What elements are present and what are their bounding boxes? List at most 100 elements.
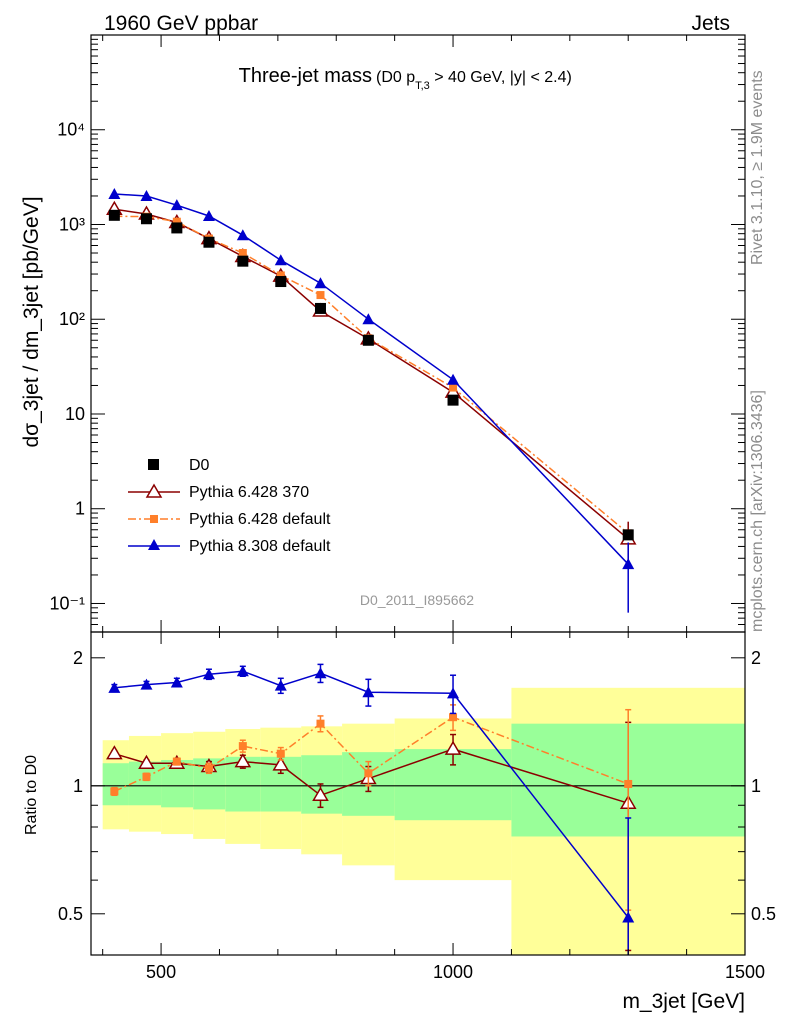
- x-tick-label-0: 500: [146, 962, 176, 982]
- main-y-tick-label-1: 1: [75, 499, 85, 519]
- ratio-point-pythia-8-308-default-8: [447, 687, 460, 699]
- main-point-d0-3: [203, 236, 215, 248]
- x-tick-label-2: 1500: [725, 962, 765, 982]
- ratio-point-pythia-6-428-370-6: [312, 786, 329, 802]
- legend-item-py8-default: Pythia 8.308 default: [128, 538, 331, 555]
- ratio-point-pythia-6-428-default-5: [276, 749, 285, 758]
- ratio-y-tick-label-right-1: 1: [751, 776, 761, 796]
- ratio-band-inner-0: [102, 763, 129, 806]
- main-point-pythia-8-308-default-1: [140, 189, 153, 201]
- ratio-point-pythia-6-428-default-7: [364, 769, 373, 778]
- main-point-pythia-6-428-default-6: [316, 291, 325, 300]
- legend: D0 Pythia 6.428 370 Pythia 6.428 default…: [128, 457, 331, 555]
- ratio-y-tick-label-left-0: 0.5: [58, 904, 83, 924]
- ratio-point-pythia-8-308-default-5: [274, 679, 287, 691]
- main-point-pythia-8-308-default-3: [202, 209, 215, 221]
- legend-marker-py8-default: [148, 539, 160, 550]
- main-point-d0-2: [171, 222, 183, 234]
- ratio-point-pythia-6-428-370-1: [138, 754, 155, 769]
- ratio-point-pythia-8-308-default-4: [236, 665, 249, 677]
- main-y-tick-label-2: 10: [65, 404, 85, 424]
- main-point-d0-8: [447, 394, 459, 406]
- main-point-pythia-6-428-default-2: [172, 217, 181, 226]
- ratio-point-pythia-8-308-default-1: [140, 678, 153, 690]
- main-point-pythia-8-308-default-5: [274, 254, 287, 266]
- ratio-point-pythia-6-428-370-8: [444, 740, 462, 755]
- main-line-pythia-6-428-default: [114, 215, 629, 534]
- legend-label-py8-default: Pythia 8.308 default: [189, 538, 331, 555]
- ratio-line-pythia-6-428-default: [114, 716, 629, 793]
- ratio-y-tick-label-left-1: 1: [73, 776, 83, 796]
- ratio-frame: [90, 631, 746, 956]
- legend-marker-py6-370: [145, 483, 163, 498]
- legend-marker-py6-default: [150, 515, 158, 523]
- legend-item-d0: D0: [148, 457, 210, 474]
- main-y-tick-label-5: 10⁴: [57, 120, 85, 140]
- main-y-tick-label-0: 10⁻¹: [49, 593, 85, 613]
- chart-title: Three-jet mass (D0 pT,3 > 40 GeV, |y| < …: [239, 65, 572, 92]
- x-axis-label: m_3jet [GeV]: [622, 990, 745, 1013]
- ratio-line-pythia-8-308-default: [114, 670, 629, 918]
- ratio-y-tick-label-left-2: 2: [73, 648, 83, 668]
- ratio-point-pythia-8-308-default-3: [202, 668, 215, 680]
- legend-label-py6-370: Pythia 6.428 370: [189, 484, 309, 501]
- main-y-tick-label-4: 10³: [59, 214, 85, 234]
- side-label-top: Rivet 3.1.10, ≥ 1.9M events: [749, 70, 766, 265]
- ratio-point-pythia-8-308-default-7: [362, 686, 375, 698]
- ratio-point-pythia-8-308-default-2: [170, 676, 183, 688]
- main-point-d0-7: [362, 334, 374, 346]
- x-tick-label-1: 1000: [433, 962, 473, 982]
- main-point-pythia-6-428-default-4: [238, 249, 247, 258]
- main-point-pythia-8-308-default-2: [170, 199, 183, 211]
- main-point-pythia-8-308-default-8: [447, 373, 460, 385]
- chart-title-cut: (D0 pT,3 > 40 GeV, |y| < 2.4): [376, 69, 572, 92]
- main-point-d0-0: [108, 209, 120, 221]
- main-point-d0-1: [140, 213, 152, 225]
- ratio-point-pythia-6-428-370-4: [234, 753, 252, 768]
- ratio-point-pythia-6-428-default-0: [110, 787, 119, 796]
- analysis-id: D0_2011_I895662: [360, 592, 474, 608]
- ratio-line-pythia-6-428-370: [114, 748, 629, 804]
- main-y-tick-label-3: 10²: [59, 309, 85, 329]
- axes: 500 1000 1500 10⁻¹ 1 10 10² 10³ 10⁴ 0.5 0.5 1 1 2 2: [49, 34, 776, 982]
- main-line-pythia-8-308-default: [114, 193, 629, 565]
- ratio-point-pythia-8-308-default-9: [622, 911, 635, 923]
- ratio-point-pythia-6-428-default-1: [142, 772, 151, 781]
- header-left: 1960 GeV ppbar: [104, 12, 258, 35]
- legend-label-py6-default: Pythia 6.428 default: [189, 511, 331, 528]
- main-line-pythia-6-428-370: [114, 208, 629, 540]
- main-point-pythia-8-308-default-7: [362, 313, 375, 325]
- ratio-point-pythia-6-428-default-9: [624, 779, 633, 788]
- legend-item-py6-default: Pythia 6.428 default: [128, 511, 331, 528]
- legend-marker-d0: [148, 459, 159, 470]
- ratio-panel-marks: [91, 663, 745, 955]
- ratio-point-pythia-6-428-default-2: [172, 757, 181, 766]
- legend-label-d0: D0: [189, 457, 210, 474]
- ratio-point-pythia-6-428-default-3: [204, 764, 213, 773]
- ratio-y-tick-label-right-2: 2: [751, 648, 761, 668]
- legend-item-py6-370: Pythia 6.428 370: [128, 483, 309, 501]
- main-point-pythia-8-308-default-6: [314, 277, 327, 289]
- main-point-d0-6: [314, 302, 326, 314]
- ratio-point-pythia-6-428-370-0: [106, 745, 123, 760]
- main-point-pythia-8-308-default-4: [236, 229, 249, 241]
- y-axis-label: dσ_3jet / dm_3jet [pb/GeV]: [20, 196, 43, 447]
- ratio-y-axis-label: Ratio to D0: [23, 755, 40, 835]
- chart-title-main: Three-jet mass: [239, 65, 372, 87]
- main-point-pythia-8-308-default-9: [622, 558, 635, 570]
- main-panel-marks: [106, 187, 637, 613]
- ratio-point-pythia-6-428-default-4: [238, 742, 247, 751]
- ratio-point-pythia-6-428-370-5: [272, 756, 290, 771]
- main-point-pythia-6-428-default-5: [276, 271, 285, 280]
- ratio-point-pythia-8-308-default-0: [108, 681, 121, 693]
- ratio-point-pythia-8-308-default-6: [314, 667, 327, 679]
- main-point-pythia-6-428-default-8: [449, 383, 458, 392]
- ratio-y-tick-label-right-0: 0.5: [751, 904, 776, 924]
- side-label-bottom: mcplots.cern.ch [arXiv:1306.3436]: [749, 390, 766, 632]
- ratio-point-pythia-6-428-default-6: [316, 719, 325, 728]
- ratio-point-pythia-6-428-default-8: [449, 713, 458, 722]
- main-point-d0-5: [275, 276, 287, 288]
- main-point-pythia-8-308-default-0: [108, 187, 121, 199]
